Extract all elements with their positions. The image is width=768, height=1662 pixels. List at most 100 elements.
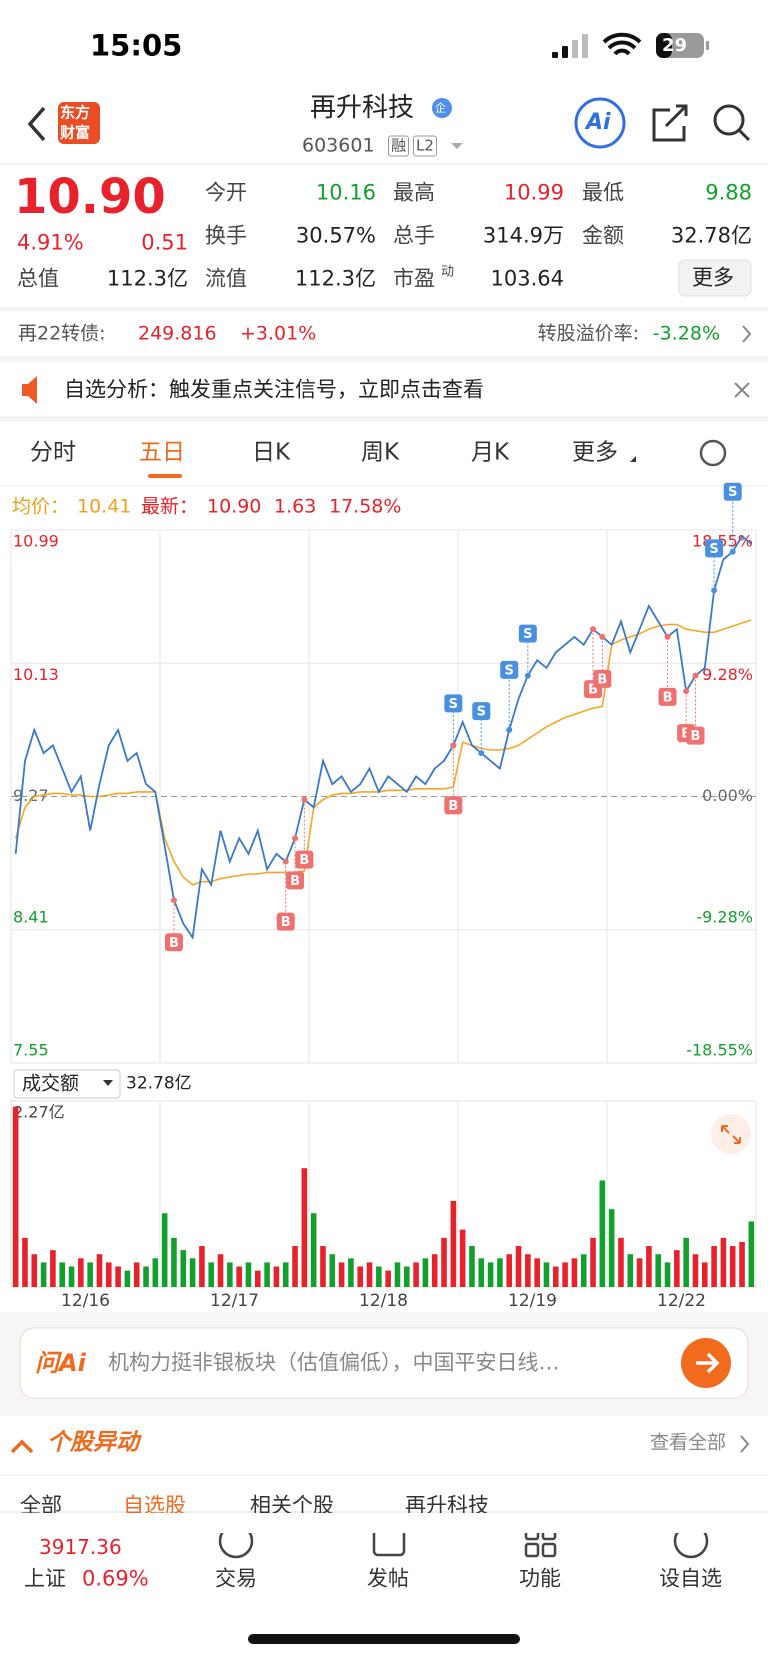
volume-bar [692,1254,699,1287]
volume-bar [301,1168,308,1287]
volume-bar [450,1200,457,1287]
more-button[interactable] [678,259,752,297]
more-text[interactable]: 更多 [692,265,734,290]
logo-text: 财富 [60,123,91,142]
nav-item[interactable]: 发帖 [367,1566,409,1591]
volume-bar [394,1262,401,1287]
dropdown-icon [630,456,636,462]
volume-bar [506,1254,513,1287]
sub-tab[interactable]: 全部 [20,1493,62,1518]
index-name[interactable]: 上证 [24,1566,66,1591]
ai-text[interactable]: 机构力挺非银板块（估值偏低），中国平安日线… [108,1350,560,1375]
sub-tab[interactable]: 再升科技 [405,1493,489,1518]
wifi-icon [602,32,642,56]
volume-select[interactable] [13,1069,121,1099]
arrow-icon [696,1352,720,1374]
volume-bar [403,1266,410,1287]
sub-tab-active[interactable]: 自选股 [123,1493,186,1518]
stock-code: 603601 [302,134,375,157]
signal-dot [590,626,597,633]
expand-button[interactable] [711,1114,751,1154]
index-change[interactable]: 0.69% [82,1566,149,1591]
chevron[interactable] [742,325,752,343]
ai-icon[interactable] [574,97,626,149]
signal-dot [664,633,671,640]
volume-bar [376,1266,382,1287]
sub-tab[interactable]: 相关个股 [250,1493,334,1518]
volume-bar [655,1254,662,1287]
nav-item[interactable]: 设自选 [659,1566,722,1591]
volume-bar [562,1262,568,1287]
tab[interactable]: 日K [252,439,291,466]
volume-bar [282,1262,289,1287]
y-tick-label: 10.13 [13,665,59,684]
tab[interactable]: 周K [361,439,400,466]
index-value[interactable]: 3917.36 [39,1535,122,1559]
legend-value: 10.90 [207,495,262,518]
field-value: 30.57% [295,223,376,248]
close-icon[interactable] [734,382,750,398]
back-icon[interactable] [27,106,46,142]
chevron[interactable] [740,1435,750,1453]
settings-icon[interactable] [699,439,727,467]
tab[interactable]: 分时 [30,439,76,466]
volume-bar [292,1246,298,1287]
volume-bar [711,1246,717,1287]
ai-icon-text: Ai [586,110,611,135]
field-label: 总值 [17,266,59,291]
ai-box[interactable] [19,1327,749,1399]
signal-dot [292,835,299,842]
tab-active[interactable]: 五日 [139,439,185,466]
alert-text[interactable]: 自选分析：触发重点关注信号，立即点击查看 [64,377,484,402]
signal-label: B [597,672,607,687]
volume-bar [720,1237,727,1287]
volume-bar [571,1258,578,1287]
volume-bar [357,1266,364,1287]
signal-label: B [290,874,300,889]
signal-label: S [477,705,486,720]
ai-brand: 问Ai [35,1349,86,1377]
bond-price: 249.816 [138,322,217,345]
field-label: 今开 [205,180,247,205]
volume-bar [245,1262,252,1287]
nav-item[interactable]: 功能 [519,1566,561,1591]
signal-dot [683,688,690,695]
volume-bar [227,1262,233,1287]
price: 10.90 [14,169,166,225]
logo[interactable] [58,102,100,144]
volume-total: 32.78亿 [126,1073,192,1094]
volume-bar [646,1246,652,1287]
volume-bar [674,1250,680,1287]
search-icon[interactable] [713,104,745,136]
speaker-icon [22,376,37,404]
field-label: 流值 [205,266,247,291]
collapse-icon[interactable] [10,1439,34,1454]
search-icon [737,128,751,142]
band [0,307,768,311]
volume-label[interactable]: 成交额 [22,1072,80,1095]
volume-bar [264,1262,270,1287]
volume-bar [105,1262,112,1287]
volume-bar [310,1213,317,1287]
legend-name: 最新： [141,495,199,518]
volume-bar [115,1266,121,1287]
field-value: 112.3亿 [294,266,376,291]
nav-item[interactable]: 交易 [215,1566,257,1591]
signal-label: B [663,690,673,705]
signal-dot [170,897,177,904]
volume-tick-label: 2.27亿 [13,1103,65,1122]
battery-tip [706,41,709,50]
signal-label: S [709,542,718,557]
section-link[interactable]: 查看全部 [649,1431,726,1454]
share-icon[interactable] [652,104,688,142]
tab[interactable]: 月K [471,439,510,466]
volume-bar [161,1213,168,1287]
y-tick-label: 7.55 [13,1041,49,1060]
signal-box [444,694,463,713]
signal-box [444,796,463,815]
volume-bar [329,1254,336,1287]
date-label: 12/19 [508,1291,557,1311]
volume-bar [189,1258,196,1287]
tab[interactable]: 更多 [572,439,618,466]
dropdown-icon[interactable] [451,143,463,149]
